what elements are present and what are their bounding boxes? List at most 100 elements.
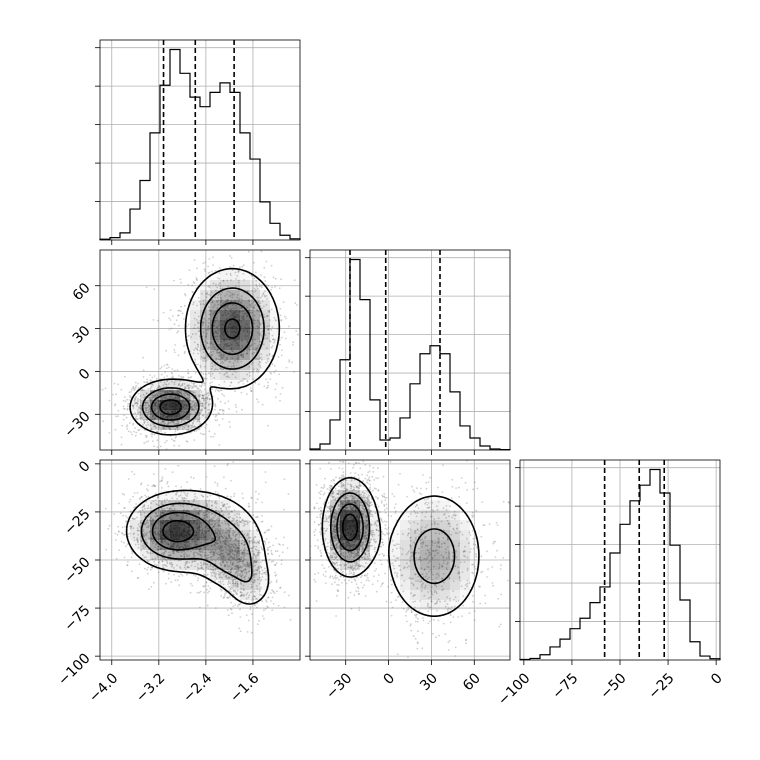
- scatter-point: [248, 541, 251, 544]
- density-cell: [240, 370, 250, 380]
- scatter-point: [180, 281, 183, 284]
- scatter-point: [228, 376, 230, 379]
- scatter-point: [217, 521, 220, 524]
- density-cell: [190, 350, 200, 360]
- density-cell: [260, 560, 270, 570]
- scatter-point: [179, 278, 182, 281]
- scatter-point: [215, 552, 218, 554]
- scatter-point: [220, 367, 223, 370]
- scatter-point: [237, 540, 240, 542]
- scatter-point: [263, 305, 265, 308]
- scatter-point: [214, 330, 217, 333]
- scatter-point: [139, 417, 141, 419]
- scatter-point: [233, 558, 236, 561]
- scatter-point: [234, 271, 237, 274]
- scatter-point: [162, 311, 165, 314]
- scatter-point: [382, 475, 385, 478]
- scatter-point: [177, 419, 179, 422]
- scatter-point: [191, 584, 194, 587]
- scatter-point: [238, 550, 240, 552]
- scatter-point: [236, 524, 239, 526]
- scatter-point: [153, 417, 156, 420]
- density-cell: [250, 340, 260, 350]
- histogram-panel-0: [95, 39, 301, 245]
- scatter-point: [239, 266, 241, 269]
- scatter-point: [257, 331, 259, 334]
- scatter-point: [222, 554, 225, 557]
- scatter-point: [349, 505, 352, 507]
- scatter-point: [279, 343, 281, 346]
- scatter-point: [447, 649, 450, 651]
- scatter-point: [222, 596, 225, 599]
- scatter-point: [381, 583, 383, 586]
- scatter-point: [208, 409, 211, 411]
- scatter-point: [189, 431, 192, 434]
- scatter-point: [229, 537, 232, 539]
- scatter-point: [157, 521, 160, 524]
- scatter-point: [267, 328, 269, 331]
- scatter-point: [209, 549, 212, 552]
- scatter-point: [250, 580, 253, 582]
- scatter-point: [227, 565, 230, 568]
- scatter-point: [253, 581, 256, 584]
- scatter-point: [202, 521, 205, 524]
- scatter-point: [249, 344, 252, 347]
- scatter-point: [192, 477, 195, 480]
- scatter-point: [177, 390, 179, 392]
- scatter-point: [144, 401, 147, 404]
- scatter-point: [203, 400, 206, 402]
- scatter-point: [211, 508, 213, 510]
- scatter-point: [139, 395, 142, 397]
- scatter-point: [186, 384, 189, 387]
- scatter-point: [162, 512, 164, 514]
- scatter-point: [228, 351, 230, 354]
- scatter-point: [210, 368, 213, 370]
- scatter-point: [216, 532, 219, 535]
- scatter-point: [222, 549, 225, 552]
- scatter-point: [145, 411, 148, 414]
- scatter-point: [240, 578, 243, 580]
- scatter-point: [147, 411, 150, 413]
- scatter-point: [240, 587, 243, 590]
- scatter-point: [114, 532, 117, 535]
- scatter-point: [161, 540, 163, 543]
- scatter-point: [190, 376, 193, 378]
- scatter-point: [220, 300, 223, 302]
- scatter-point: [157, 561, 160, 564]
- scatter-point: [123, 556, 126, 559]
- scatter-point: [334, 526, 337, 528]
- scatter-point: [263, 571, 266, 574]
- scatter-point: [208, 511, 211, 514]
- density-cell: [260, 360, 270, 370]
- scatter-point: [246, 563, 249, 566]
- scatter-point: [248, 565, 250, 567]
- scatter-point: [259, 340, 261, 343]
- scatter-point: [266, 548, 269, 551]
- scatter-point: [225, 592, 228, 594]
- scatter-point: [117, 531, 120, 533]
- scatter-point: [159, 393, 161, 395]
- density-cell: [160, 410, 170, 420]
- scatter-point: [206, 293, 209, 296]
- scatter-point: [237, 569, 240, 572]
- scatter-point: [138, 510, 141, 513]
- scatter-point: [215, 331, 218, 334]
- scatter-point: [152, 384, 154, 386]
- scatter-point: [214, 490, 217, 493]
- scatter-point: [202, 262, 205, 265]
- scatter-point: [170, 394, 172, 397]
- scatter-point: [210, 519, 213, 521]
- scatter-point: [249, 529, 251, 532]
- scatter-point: [237, 550, 240, 553]
- scatter-point: [191, 390, 194, 393]
- scatter-point: [230, 510, 233, 513]
- scatter-point: [353, 556, 355, 559]
- scatter-point: [236, 589, 239, 592]
- scatter-point: [114, 428, 117, 431]
- scatter-point: [177, 314, 180, 317]
- scatter-point: [185, 410, 188, 413]
- scatter-point: [249, 520, 252, 523]
- scatter-point: [154, 526, 157, 528]
- scatter-point: [213, 311, 216, 314]
- scatter-point: [194, 324, 196, 326]
